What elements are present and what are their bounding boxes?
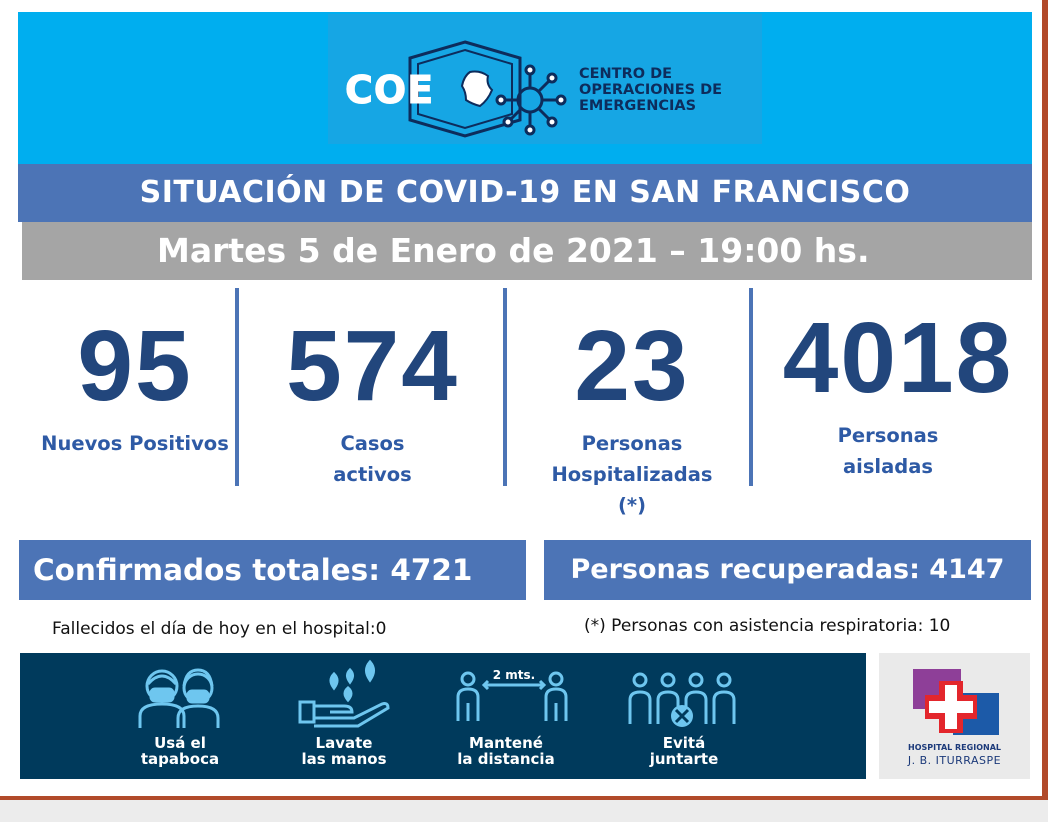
recovered-total-bar: Personas recuperadas: 4147 <box>544 540 1031 600</box>
tip-distance-label: Mantené la distancia <box>457 734 555 768</box>
covid-report-card: COE CENTRO DE OPERACIONES DE EMERGENCIAS… <box>0 0 1042 796</box>
hospital-name-line-2: J. B. ITURRASPE <box>907 754 1002 767</box>
group-avoid-icon <box>628 672 736 727</box>
virus-icon <box>495 64 567 136</box>
hospital-cross-icon <box>913 669 999 735</box>
hand-wash-icon <box>298 659 390 728</box>
page-title: SITUACIÓN DE COVID-19 EN SAN FRANCISCO <box>139 175 911 210</box>
org-name-line-1: CENTRO DE <box>579 66 673 82</box>
new-positives-label: Nuevos Positivos <box>41 432 229 455</box>
stat-divider <box>235 288 239 486</box>
active-cases-label: Casos activos <box>333 432 412 486</box>
stat-divider <box>503 288 507 486</box>
report-date: Martes 5 de Enero de 2021 – 19:00 hs. <box>157 231 870 270</box>
tip-hands-label: Lavate las manos <box>301 734 387 768</box>
new-positives-value: 95 <box>77 310 193 422</box>
tip-mask-label: Usá el tapaboca <box>140 734 220 768</box>
confirmed-total-bar: Confirmados totales: 4721 <box>19 540 526 600</box>
hospital-logo: HOSPITAL REGIONAL J. B. ITURRASPE <box>879 653 1030 779</box>
coe-logo <box>328 14 762 144</box>
hospitalized-value: 23 <box>574 310 690 422</box>
active-cases-value: 574 <box>286 310 459 422</box>
coe-emblem-icon <box>408 40 522 138</box>
deaths-note: Fallecidos el día de hoy en el hospital:… <box>52 619 387 639</box>
isolated-value: 4018 <box>782 302 1014 414</box>
date-bar: Martes 5 de Enero de 2021 – 19:00 hs. <box>22 222 1032 280</box>
distance-label: 2 mts. <box>492 668 536 682</box>
coe-abbreviation: COE <box>344 68 435 112</box>
org-name-line-3: EMERGENCIAS <box>579 98 697 114</box>
hospital-name-line-1: HOSPITAL REGIONAL <box>908 743 1001 752</box>
tip-avoid-label: Evitá juntarte <box>649 734 719 768</box>
hospitalized-label: Personas Hospitalizadas (*) <box>551 432 713 517</box>
respiratory-note: (*) Personas con asistencia respiratoria… <box>584 616 951 636</box>
stat-divider <box>749 288 753 486</box>
distance-icon <box>456 671 568 721</box>
mask-icon <box>138 668 220 728</box>
recovered-total: Personas recuperadas: 4147 <box>570 554 1005 585</box>
confirmed-total: Confirmados totales: 4721 <box>33 553 473 587</box>
bottom-strip <box>0 800 1048 822</box>
title-bar: SITUACIÓN DE COVID-19 EN SAN FRANCISCO <box>18 164 1032 222</box>
org-name-line-2: OPERACIONES DE <box>579 82 723 98</box>
isolated-label: Personas aisladas <box>837 424 939 478</box>
